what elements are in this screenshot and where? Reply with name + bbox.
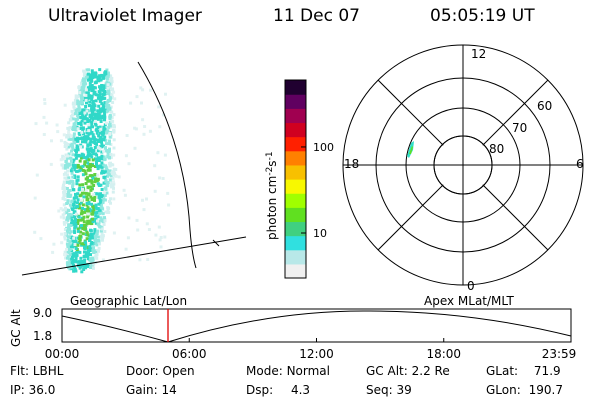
earth-limb-arc bbox=[137, 61, 197, 269]
seq-value: 39 bbox=[396, 383, 412, 397]
mlt-label-0: 0 bbox=[467, 279, 475, 293]
mode-value: Normal bbox=[286, 364, 330, 378]
instrument-title: Ultraviolet Imager bbox=[48, 6, 202, 26]
glon-info: GLon: 190.7 bbox=[486, 383, 563, 397]
terminator-line bbox=[21, 236, 247, 276]
colorbar-band bbox=[285, 150, 306, 166]
seq-info: Seq: 39 bbox=[366, 383, 412, 397]
timeline-frame bbox=[61, 308, 572, 343]
xtick-label: 23:59 bbox=[542, 347, 577, 361]
glat-info: GLat: 71.9 bbox=[486, 364, 561, 378]
ytick-top: 9.0 bbox=[33, 306, 52, 320]
limb-tick bbox=[212, 239, 220, 247]
colorbar-band bbox=[285, 193, 306, 208]
colorbar-band bbox=[285, 235, 306, 251]
colorbar-band bbox=[285, 221, 306, 237]
colorbar-band bbox=[285, 122, 306, 138]
mode-info: Mode: Normal bbox=[246, 364, 330, 378]
door-info: Door: Open bbox=[126, 364, 195, 378]
gain-info: Gain: 14 bbox=[126, 383, 177, 397]
colorbar-tick-label: 10 bbox=[313, 227, 327, 240]
glat-value: 71.9 bbox=[533, 364, 561, 378]
gc-alt-axis-label: GC Alt bbox=[9, 309, 23, 347]
gcalt-value: 2.2 Re bbox=[411, 364, 450, 378]
ip-info: IP: 36.0 bbox=[10, 383, 56, 397]
date-label: 11 Dec 07 bbox=[273, 6, 360, 26]
colorbar-band bbox=[285, 207, 306, 223]
door-value: Open bbox=[162, 364, 195, 378]
colorbar-tick-label: 100 bbox=[313, 141, 334, 154]
colorbar-band bbox=[285, 108, 306, 124]
mlt-label-12: 12 bbox=[471, 47, 486, 61]
xtick-label: 00:00 bbox=[45, 347, 80, 361]
ip-value: 36.0 bbox=[28, 383, 56, 397]
colorbar-band bbox=[285, 136, 306, 152]
lat-label-70: 70 bbox=[512, 121, 527, 135]
colorbar-band bbox=[285, 94, 306, 109]
dsp-value: 4.3 bbox=[290, 383, 311, 397]
aurora-emission bbox=[33, 68, 171, 274]
colorbar-band bbox=[285, 179, 306, 194]
gcalt-info: GC Alt: 2.2 Re bbox=[366, 364, 450, 378]
timeline-left-title: Geographic Lat/Lon bbox=[70, 294, 188, 308]
gain-value: 14 bbox=[161, 383, 177, 397]
polar-aurora-patch bbox=[407, 141, 414, 158]
lat-label-60: 60 bbox=[537, 99, 552, 113]
lat-label-80: 80 bbox=[489, 142, 504, 156]
mlt-label-6: 6 bbox=[576, 157, 584, 171]
colorbar-band bbox=[285, 263, 306, 279]
dsp-info: Dsp: 4.3 bbox=[246, 383, 311, 397]
filter-value: LBHL bbox=[32, 364, 64, 378]
time-label: 05:05:19 UT bbox=[430, 6, 535, 26]
ytick-bottom: 1.8 bbox=[33, 329, 52, 343]
filter-info: Flt: LBHL bbox=[10, 364, 64, 378]
colorbar-band bbox=[285, 164, 306, 180]
xtick-label: 12:00 bbox=[299, 347, 334, 361]
xtick-label: 06:00 bbox=[172, 347, 207, 361]
altitude-curve bbox=[61, 310, 572, 343]
colorbar-frame bbox=[284, 79, 307, 279]
xtick-label: 18:00 bbox=[426, 347, 461, 361]
colorbar-label: photon cm-2s-1 bbox=[265, 151, 279, 240]
colorbar-band bbox=[285, 249, 306, 265]
glon-value: 190.7 bbox=[528, 383, 563, 397]
mlt-label-18: 18 bbox=[344, 157, 359, 171]
colorbar-band bbox=[285, 80, 306, 95]
timeline-right-title: Apex MLat/MLT bbox=[424, 294, 514, 308]
